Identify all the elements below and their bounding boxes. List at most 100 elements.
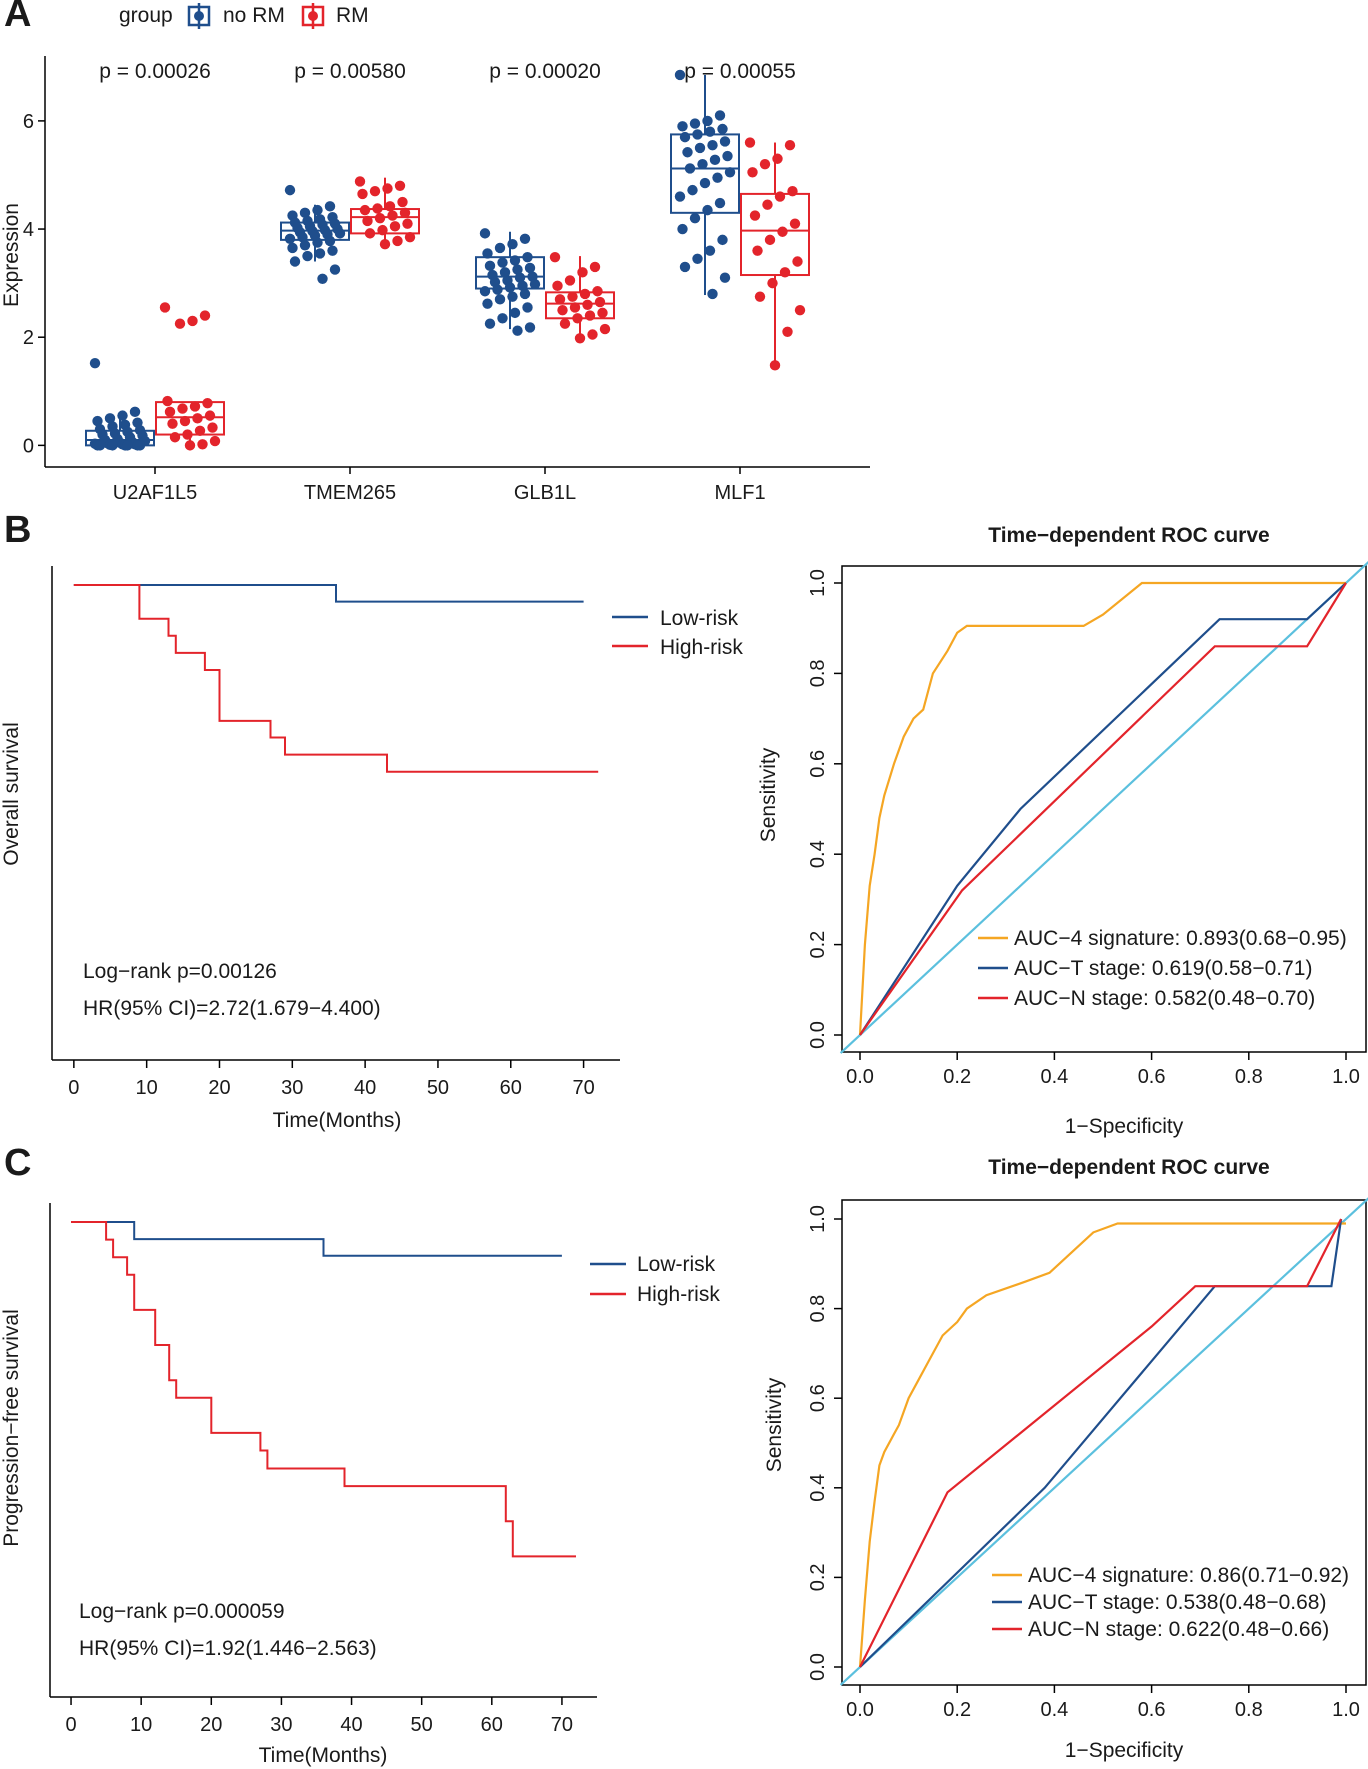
data-point xyxy=(789,218,801,229)
roc-x-tick-label: 0.0 xyxy=(846,1066,874,1088)
data-point xyxy=(674,69,686,81)
km-progression-free-survival: Progression−free survival Time(Months) L… xyxy=(0,1203,720,1767)
roc-c-y-label: Sensitivity xyxy=(763,1377,786,1472)
legend-no-rm-key xyxy=(187,3,211,29)
box-iqr xyxy=(740,192,810,277)
km-curve-low-risk xyxy=(73,584,584,603)
data-point xyxy=(554,294,566,305)
roc-legend-label-1: AUC−T stage: 0.538(0.48−0.68) xyxy=(1028,1591,1326,1614)
data-point xyxy=(702,115,713,127)
data-point xyxy=(197,439,208,450)
data-point xyxy=(387,210,398,221)
data-point xyxy=(714,110,726,121)
data-point xyxy=(777,226,788,237)
data-point xyxy=(764,234,776,246)
data-point xyxy=(399,207,411,219)
roc-c-x-label: 1−Specificity xyxy=(1065,1739,1184,1762)
data-point xyxy=(359,204,371,216)
data-point xyxy=(484,318,496,329)
roc-x-tick-label: 0.2 xyxy=(943,1699,971,1721)
data-point xyxy=(372,203,383,214)
km-overall-survival: Overall survival Time(Months) Low-risk H… xyxy=(0,566,743,1132)
data-point xyxy=(674,191,686,202)
data-point xyxy=(287,242,298,254)
roc-legend-label-0: AUC−4 signature: 0.86(0.71−0.92) xyxy=(1028,1564,1349,1587)
data-point xyxy=(284,233,296,244)
data-point xyxy=(167,418,178,429)
data-point xyxy=(522,302,533,313)
km-x-tick-label: 0 xyxy=(68,1077,79,1099)
roc-curve-2 xyxy=(859,1218,1343,1668)
data-point xyxy=(794,304,806,316)
data-point xyxy=(174,318,186,329)
roc-x-tick-label: 1.0 xyxy=(1332,1699,1360,1721)
km-curve-high-risk xyxy=(71,1221,576,1558)
data-point xyxy=(507,291,518,302)
roc-x-tick-label: 0.6 xyxy=(1138,1699,1166,1721)
data-point xyxy=(719,136,731,147)
roc-legend-label-2: AUC−N stage: 0.622(0.48−0.66) xyxy=(1028,1618,1329,1641)
roc-x-tick-label: 0.6 xyxy=(1138,1066,1166,1088)
data-point xyxy=(724,167,736,178)
data-point xyxy=(689,213,701,224)
data-point xyxy=(507,238,518,250)
boxplot-axes: 0 2 4 6 U2AF1L5 TMEM265 GLB1L MLF1 xyxy=(23,111,766,504)
data-point xyxy=(402,218,413,229)
data-point xyxy=(744,137,756,148)
data-point xyxy=(382,183,393,194)
legend-group-title: group xyxy=(119,4,173,27)
data-point xyxy=(752,245,763,256)
roc-x-tick-label: 1.0 xyxy=(1332,1066,1360,1088)
roc-x-tick-label: 0.8 xyxy=(1235,1066,1263,1088)
data-point xyxy=(107,440,118,451)
data-point xyxy=(697,158,708,170)
data-point xyxy=(159,302,171,313)
data-point xyxy=(524,322,536,333)
km-x-tick-label: 30 xyxy=(281,1077,303,1099)
data-point xyxy=(189,401,201,412)
data-point xyxy=(782,326,793,338)
data-point xyxy=(584,310,596,321)
data-point xyxy=(384,201,396,212)
data-point xyxy=(284,184,296,196)
km-c-legend-low: Low-risk xyxy=(637,1253,716,1276)
roc-b-title: Time−dependent ROC curve xyxy=(988,524,1269,547)
data-point xyxy=(162,395,173,407)
y-tick-label: 0 xyxy=(23,435,34,457)
data-point xyxy=(762,199,773,210)
roc-y-tick-label: 0.4 xyxy=(807,1474,829,1502)
data-point xyxy=(314,248,326,259)
data-point xyxy=(792,256,803,267)
roc-y-tick-label: 1.0 xyxy=(807,569,829,597)
data-point xyxy=(479,228,491,239)
data-point xyxy=(324,235,336,247)
km-c-hr: HR(95% CI)=1.92(1.446−2.563) xyxy=(79,1637,377,1660)
data-point xyxy=(559,318,571,329)
data-point xyxy=(327,245,338,256)
data-point xyxy=(722,150,733,162)
data-point xyxy=(89,357,101,369)
km-x-tick-label: 0 xyxy=(65,1714,76,1736)
data-point xyxy=(129,406,141,418)
data-point xyxy=(134,440,146,451)
data-point xyxy=(577,267,588,278)
km-x-tick-label: 20 xyxy=(200,1714,222,1736)
data-point xyxy=(774,191,786,202)
data-point xyxy=(312,237,323,248)
data-point xyxy=(209,435,221,447)
data-point xyxy=(164,406,176,418)
data-point xyxy=(767,277,778,289)
data-point xyxy=(389,221,401,232)
data-point xyxy=(512,264,523,275)
data-point xyxy=(529,279,541,290)
roc-curve-0 xyxy=(858,581,1346,1036)
data-point xyxy=(329,264,341,275)
km-x-tick-label: 50 xyxy=(427,1077,449,1099)
roc-y-tick-label: 1.0 xyxy=(807,1205,829,1233)
data-point xyxy=(587,329,598,340)
data-point xyxy=(192,413,203,424)
data-point xyxy=(694,142,706,154)
y-tick-label: 2 xyxy=(23,327,34,349)
data-point xyxy=(582,299,593,310)
data-point xyxy=(377,224,388,236)
